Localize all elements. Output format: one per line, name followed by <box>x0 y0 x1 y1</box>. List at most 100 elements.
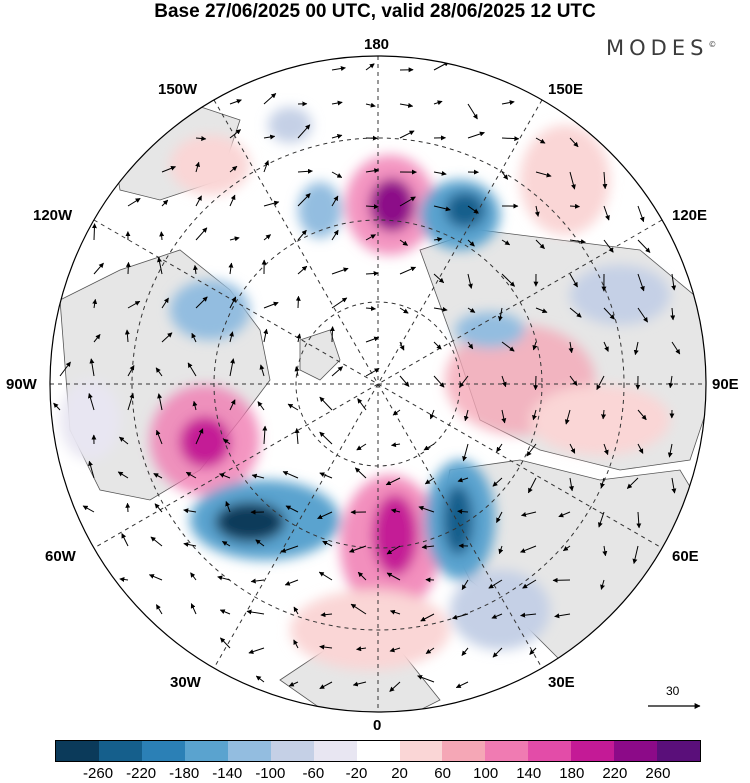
wind-vector <box>331 229 339 241</box>
wind-vector <box>229 296 237 309</box>
wind-vector <box>161 297 169 309</box>
wind-vector <box>154 503 163 513</box>
wind-vector <box>497 307 503 322</box>
lon-label-0: 0 <box>373 717 382 734</box>
wind-vector <box>82 505 95 513</box>
wind-vector <box>295 295 301 309</box>
wind-vector <box>365 305 376 311</box>
wind-vector <box>320 612 333 618</box>
wind-vector <box>331 171 343 178</box>
wind-vector <box>92 298 98 309</box>
wind-vector <box>93 334 101 343</box>
wind-vector <box>89 358 95 377</box>
wind-vector <box>501 136 520 142</box>
wind-vector <box>637 443 644 454</box>
vector-scale-label: 30 <box>666 684 680 698</box>
colorbar-cell <box>270 741 314 761</box>
wind-vector <box>389 609 401 615</box>
wind-vector <box>569 137 579 148</box>
wind-vector <box>461 579 469 591</box>
colorbar-tick-label: -260 <box>83 765 114 782</box>
wind-vector <box>532 341 538 351</box>
wind-vector <box>255 539 265 547</box>
wind-vector <box>280 545 299 553</box>
wind-vector <box>127 197 141 207</box>
wind-vector <box>263 200 280 207</box>
wind-vector <box>161 332 173 343</box>
wind-vector <box>255 675 265 683</box>
wind-vector <box>558 511 571 518</box>
wind-vector <box>246 609 265 615</box>
wind-vector <box>293 606 299 615</box>
wind-vector <box>554 613 571 619</box>
map-border <box>49 55 707 713</box>
wind-vector <box>219 473 231 479</box>
lon-label-90w: 90W <box>6 376 37 393</box>
wind-vector <box>119 577 129 582</box>
wind-vector <box>596 375 605 391</box>
wind-vector <box>424 477 435 485</box>
wind-vector <box>356 443 367 451</box>
wind-vector <box>257 401 265 411</box>
wind-vector <box>59 361 71 377</box>
wind-vector <box>349 545 367 553</box>
wind-vector <box>248 647 265 654</box>
wind-vector <box>501 341 515 352</box>
wind-vector <box>229 236 240 242</box>
wind-vector <box>498 545 504 555</box>
wind-vector <box>569 307 582 318</box>
wind-vector <box>569 443 576 454</box>
wind-vector <box>297 229 307 241</box>
wind-vector <box>603 443 609 456</box>
wind-vector <box>418 505 435 513</box>
wind-vector <box>425 647 435 655</box>
wind-vector <box>603 341 609 352</box>
wind-vector <box>365 204 379 210</box>
wind-vector <box>389 681 401 692</box>
wind-vector <box>331 100 343 106</box>
wind-vector <box>282 471 299 479</box>
wind-vector <box>532 409 537 421</box>
colorbar-cell <box>485 741 529 761</box>
colorbar-cell <box>313 741 357 761</box>
wind-vector <box>399 239 409 246</box>
wind-vector <box>157 257 163 275</box>
lon-label-150e: 150E <box>548 81 584 98</box>
wind-vector <box>294 366 300 377</box>
wind-vector <box>229 358 235 377</box>
colorbar-cell <box>56 741 99 761</box>
wind-vector <box>399 266 417 275</box>
wind-vector <box>389 647 401 653</box>
wind-vector <box>385 477 401 486</box>
wind-vector <box>522 579 537 589</box>
wind-vector <box>433 236 443 242</box>
wind-vector <box>263 301 279 309</box>
wind-vector <box>671 341 681 355</box>
wind-vector <box>626 477 639 489</box>
wind-vector <box>433 273 445 284</box>
wind-vector <box>467 273 473 289</box>
wind-vector <box>195 195 202 207</box>
wind-vector <box>190 603 197 615</box>
wind-vector <box>527 477 537 494</box>
colorbar-cell <box>184 741 228 761</box>
colorbar-tick-label: -140 <box>212 765 243 782</box>
wind-vector <box>250 578 265 584</box>
wind-vector <box>331 195 339 207</box>
colorbar-tick-label: 60 <box>434 765 451 782</box>
wind-vector <box>492 477 503 487</box>
wind-vector <box>150 536 163 547</box>
wind-vector <box>263 134 276 140</box>
lon-label-120e: 120E <box>672 207 708 224</box>
brand-text: MODES <box>606 36 709 60</box>
colorbar-cell <box>571 741 615 761</box>
wind-vector <box>392 409 401 416</box>
wind-vector <box>357 398 367 411</box>
wind-vector <box>467 239 475 247</box>
wind-vector <box>603 307 615 320</box>
wind-vector <box>221 540 231 547</box>
colorbar-cell <box>141 741 185 761</box>
wind-vector <box>91 223 97 241</box>
wind-vector <box>535 307 548 314</box>
wind-vector <box>420 613 435 622</box>
